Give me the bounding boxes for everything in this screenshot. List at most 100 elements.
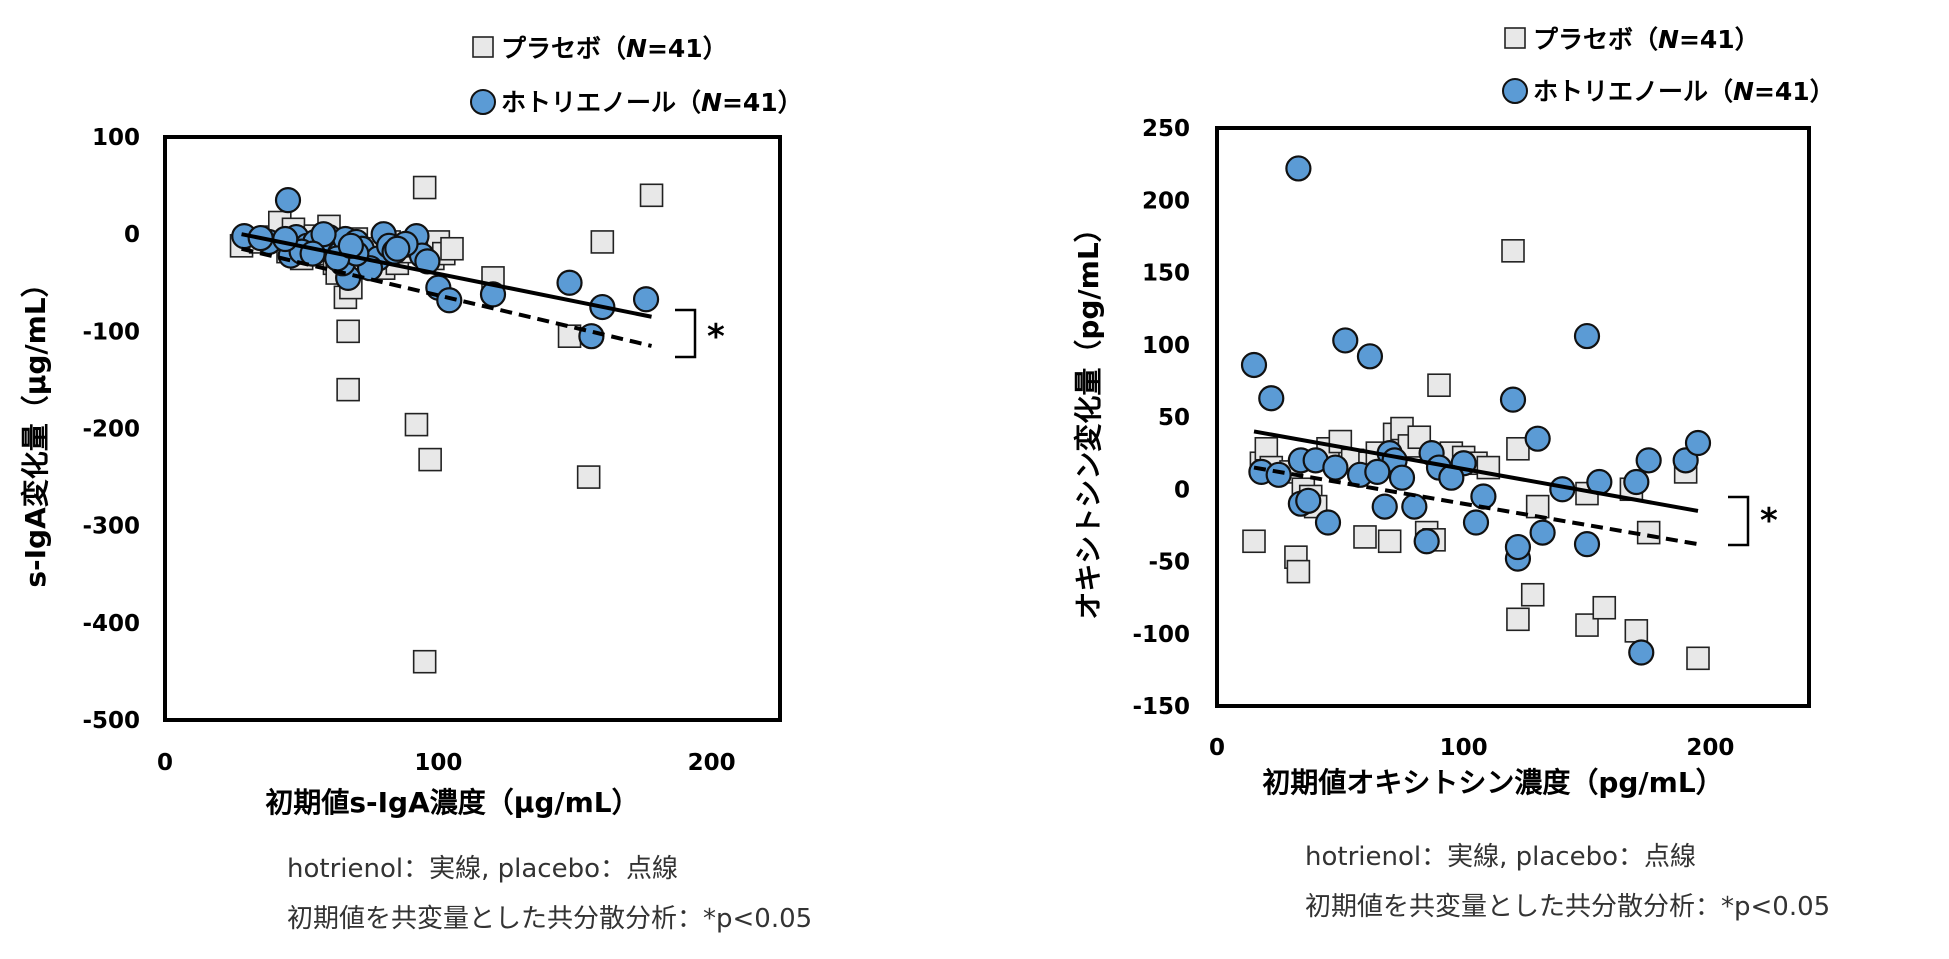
y-tick-label: 100 — [1142, 333, 1190, 359]
y-tick-label: 50 — [1158, 405, 1190, 431]
data-point-circle — [1462, 509, 1490, 536]
legend-square-icon — [1504, 27, 1526, 49]
legend-label-text: ホトリエノール（ — [1533, 77, 1733, 106]
data-point-square — [1501, 239, 1525, 263]
data-point-square — [1624, 619, 1649, 643]
data-point-circle — [1573, 531, 1601, 558]
y-tick-label: -500 — [82, 708, 140, 734]
data-point-square — [1506, 607, 1530, 632]
x-tick-label: 200 — [688, 750, 736, 776]
legend-label-n: N — [701, 88, 722, 117]
data-point-circle — [1413, 528, 1440, 555]
y-tick-label: -100 — [1132, 622, 1190, 648]
data-point-circle — [1529, 519, 1556, 546]
significance-star: * — [707, 317, 725, 357]
plot-area — [163, 135, 782, 722]
data-point-circle — [1314, 509, 1342, 536]
data-point-circle — [384, 235, 411, 262]
data-point-square — [440, 236, 464, 261]
legend-label-count: =41） — [1679, 25, 1760, 54]
data-point-circle — [1499, 386, 1527, 413]
data-point-circle — [1573, 322, 1601, 350]
legend-label: プラセボ（N=41） — [501, 34, 728, 63]
data-point-square — [1686, 646, 1710, 671]
y-tick-label: 0 — [1174, 477, 1190, 503]
data-point-circle — [1265, 461, 1292, 488]
y-tick-label: 250 — [1142, 116, 1190, 142]
significance-bracket — [675, 308, 697, 359]
data-point-circle — [1240, 351, 1268, 379]
legend-label: ホトリエノール（N=41） — [501, 88, 803, 117]
data-point-circle — [1258, 385, 1285, 412]
y-tick-label: -50 — [1148, 550, 1190, 576]
data-point-square — [412, 175, 437, 200]
legend-item-1: ホトリエノール（N=41） — [470, 88, 803, 117]
data-point-circle — [1322, 454, 1349, 481]
data-point-square — [639, 183, 664, 208]
y-tick-label: 150 — [1142, 261, 1190, 287]
y-tick-label: 200 — [1142, 188, 1190, 214]
data-point-circle — [1295, 487, 1322, 514]
data-point-circle — [1356, 343, 1384, 370]
chart-s-iga: 100 0 -100 -200 -300 -400 -500 0 100 200 初期値s-IgA濃… — [19, 34, 812, 934]
y-tick-label: 100 — [92, 125, 140, 151]
data-point-circle — [1524, 425, 1551, 452]
data-point-square — [1575, 613, 1599, 637]
data-point-circle — [1285, 155, 1312, 182]
legend-circle-icon — [470, 89, 496, 115]
data-point-square — [576, 465, 601, 489]
regression-line-placebo — [241, 246, 652, 348]
footnote: hotrienol：実線, placebo：点線 — [1305, 842, 1696, 872]
legend-square-icon — [472, 36, 494, 58]
data-point-circle — [1628, 639, 1655, 666]
data-point-circle — [310, 221, 337, 248]
y-axis-title: s-IgA変化量（μg/mL） — [19, 269, 52, 587]
significance-star: * — [1760, 501, 1778, 541]
data-point-circle — [556, 269, 583, 296]
data-point-circle — [632, 286, 660, 313]
data-point-square — [336, 319, 360, 344]
data-point-circle — [1364, 458, 1391, 486]
y-tick-label: -400 — [82, 611, 140, 637]
footnote: 初期値を共変量とした共分散分析：*p<0.05 — [287, 904, 812, 934]
legend-label-count: =41） — [647, 34, 728, 63]
legend-item-1: ホトリエノール（N=41） — [1502, 77, 1835, 106]
legend-label-n: N — [1733, 77, 1754, 106]
legend-label: プラセボ（N=41） — [1533, 25, 1760, 54]
y-tick-label: 0 — [124, 222, 140, 248]
data-point-square — [1525, 494, 1550, 519]
data-point-square — [1427, 373, 1451, 398]
data-point-circle — [1623, 468, 1650, 496]
data-point-square — [404, 412, 429, 437]
data-point-square — [1592, 595, 1617, 620]
data-point-circle — [272, 225, 299, 253]
legend-label-text: ホトリエノール（ — [501, 88, 701, 117]
data-point-square — [1506, 436, 1530, 461]
data-point-square — [418, 447, 442, 472]
data-point-circle — [1684, 429, 1712, 457]
data-point-circle — [1470, 483, 1497, 510]
x-tick-label: 100 — [1440, 735, 1488, 761]
legend-label-count: =41） — [722, 88, 803, 117]
legend-item-0: プラセボ（N=41） — [1504, 25, 1760, 54]
regression-line-hotrienol — [1253, 429, 1699, 513]
regression-line-hotrienol — [241, 232, 652, 319]
legend-label-text: プラセボ（ — [1533, 25, 1658, 54]
footnote: hotrienol：実線, placebo：点線 — [287, 854, 678, 884]
legend-label-count: =41） — [1754, 77, 1835, 106]
x-tick-label: 100 — [414, 750, 462, 776]
y-tick-label: -300 — [82, 514, 140, 540]
data-point-circle — [1504, 533, 1532, 561]
legend-circle-icon — [1502, 78, 1528, 104]
chart-oxytocin: 250 200 150 100 50 0 -50 -100 -150 0 100 200 初期値オキシト… — [1072, 25, 1835, 922]
data-point-circle — [1371, 493, 1398, 520]
data-point-circle — [1332, 327, 1359, 354]
data-point-circle — [1388, 464, 1416, 491]
x-tick-label: 0 — [1209, 735, 1225, 761]
y-tick-label: -150 — [1132, 694, 1190, 720]
y-tick-label: -100 — [82, 319, 140, 345]
data-point-square — [1353, 525, 1377, 549]
y-axis-title: オキシトシン変化量（pg/mL） — [1072, 214, 1105, 619]
x-tick-label: 0 — [157, 750, 173, 776]
